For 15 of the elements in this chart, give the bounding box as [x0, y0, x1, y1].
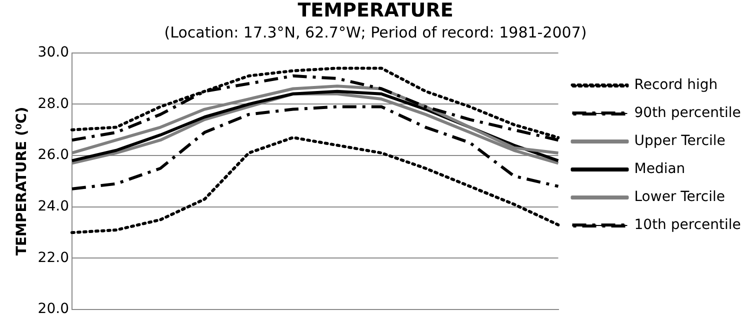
- y-tick-label: 28.0: [38, 96, 69, 112]
- y-axis-title: TEMPERATURE (⁰C): [14, 106, 30, 256]
- legend-label: 10th percentile: [634, 217, 741, 234]
- chart-title: TEMPERATURE: [298, 0, 454, 22]
- legend-label: Lower Tercile: [634, 189, 725, 206]
- y-tick-label: 22.0: [38, 250, 69, 266]
- y-tick-label: 26.0: [38, 147, 69, 164]
- y-tick-label: 20.0: [38, 301, 69, 318]
- legend-label: 90th percentile: [634, 105, 741, 122]
- y-tick-label: 30.0: [38, 44, 69, 60]
- legend-label: Upper Tercile: [634, 133, 726, 150]
- chart-subtitle: (Location: 17.3°N, 62.7°W; Period of record: 1981-2007): [164, 24, 587, 42]
- legend-label: Record high: [634, 77, 718, 94]
- y-tick-label: 24.0: [38, 198, 69, 215]
- legend-label: Median: [634, 161, 686, 178]
